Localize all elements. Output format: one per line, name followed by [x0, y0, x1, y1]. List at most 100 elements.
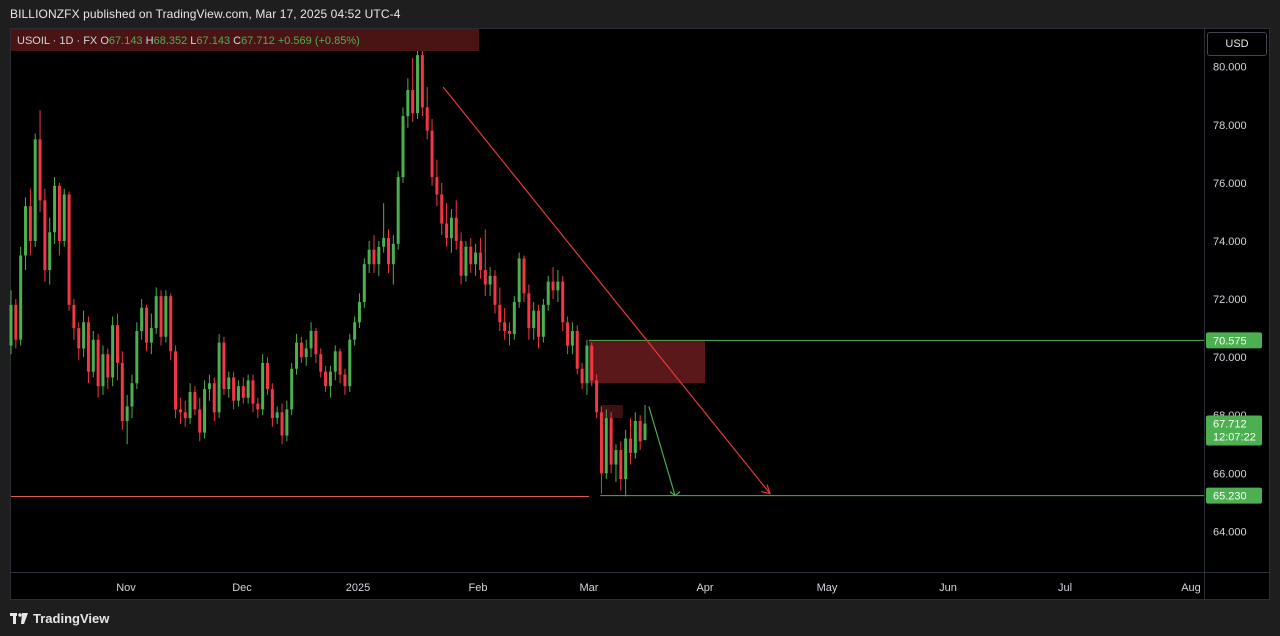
candle-body [19, 255, 23, 340]
candle-body [580, 368, 584, 384]
resistance-price-tag: 70.575 [1206, 332, 1262, 349]
y-tick-label: 80.000 [1213, 62, 1247, 74]
candle-body [445, 223, 449, 239]
projection-arrow-head [669, 491, 681, 497]
candle-body [67, 194, 71, 305]
candle-body [507, 330, 511, 334]
candle-body [324, 371, 328, 387]
candle-body [464, 246, 468, 276]
candle-body [183, 412, 187, 419]
chart-frame[interactable] [10, 28, 1270, 600]
candle-body [149, 328, 153, 343]
candle-body [198, 409, 202, 433]
candle-body [643, 423, 647, 441]
publisher-bar: BILLIONZFX published on TradingView.com,… [0, 0, 1280, 28]
candle-body [111, 325, 115, 378]
currency-button[interactable]: USD [1207, 32, 1267, 56]
candle-body [440, 194, 444, 224]
candle-body [72, 304, 76, 329]
candle-body [372, 249, 376, 265]
candle-body [232, 377, 236, 401]
current-price-tag-text: 12:07:22 [1213, 432, 1256, 444]
candle-body [178, 409, 182, 413]
candle-body [333, 351, 337, 372]
candle-body [38, 139, 42, 201]
candle-body [527, 293, 531, 329]
candle-body [246, 380, 250, 398]
legend-symbol[interactable]: USOIL · 1D · FX [17, 35, 98, 47]
axis-layer: 80.00078.00076.00074.00072.00070.00068.0… [11, 29, 1269, 599]
candle-body [459, 240, 463, 276]
footer [0, 600, 1280, 636]
candle-body [328, 371, 332, 387]
x-tick-label: Dec [232, 582, 252, 594]
tradingview-logo[interactable]: TradingView [10, 611, 109, 626]
legend-open: 67.143 [108, 35, 143, 47]
candle-body [86, 322, 90, 372]
candle-body [377, 246, 381, 265]
candle-body [628, 438, 632, 453]
candle-body [575, 330, 579, 369]
x-tick-label: Apr [696, 582, 713, 594]
candle-body [275, 412, 279, 419]
projection-arrow-line [648, 406, 676, 496]
candle-body [236, 386, 240, 401]
candle-body [517, 258, 521, 302]
candles-layer [9, 40, 647, 497]
candle-body [362, 264, 366, 302]
candle-body [590, 345, 594, 381]
candle-body [217, 342, 221, 413]
legend-close: 67.712 [241, 35, 275, 47]
legend-high-label: H [145, 35, 154, 47]
candle-body [115, 325, 119, 363]
candle-body [449, 217, 453, 239]
candle-body [401, 116, 405, 178]
candle-body [430, 130, 434, 178]
candle-body [435, 177, 439, 195]
supply-zone [589, 340, 705, 384]
candle-body [222, 342, 226, 390]
y-tick-label: 72.000 [1213, 294, 1247, 306]
candle-body [396, 177, 400, 244]
candle-body [638, 421, 642, 442]
candle-body [14, 304, 18, 340]
candle-body [304, 348, 308, 358]
candle-body [154, 296, 158, 329]
candle-body [9, 304, 13, 346]
candle-body [57, 185, 61, 241]
candle-body [164, 296, 168, 337]
candle-body [474, 252, 478, 265]
candle-body [130, 383, 134, 407]
y-tick-label: 64.000 [1213, 526, 1247, 538]
candle-body [290, 368, 294, 410]
candle-body [174, 351, 178, 410]
y-tick-label: 78.000 [1213, 120, 1247, 132]
candle-body [295, 342, 299, 369]
candle-body [609, 418, 613, 465]
candle-body [203, 389, 207, 433]
candle-body [353, 322, 357, 340]
legend-low-label: L [190, 35, 197, 47]
candle-body [604, 418, 608, 474]
candle-body [82, 322, 86, 349]
candle-body [357, 301, 361, 323]
candle-body [556, 281, 560, 291]
current-price-tag-text: 67.712 [1213, 419, 1247, 431]
legend-low: 67.143 [196, 35, 231, 47]
candle-body [309, 330, 313, 349]
candle-body [541, 304, 545, 337]
candle-body [207, 383, 211, 390]
candle-body [619, 450, 623, 480]
annotation-lines-layer [11, 86, 1204, 498]
candle-body [546, 281, 550, 305]
candle-body [585, 345, 589, 384]
candle-body [24, 206, 28, 256]
candle-body [241, 386, 245, 398]
candle-body [633, 421, 637, 453]
candle-body [566, 322, 570, 346]
candle-body [91, 339, 95, 372]
candle-body [285, 409, 289, 436]
candle-body [537, 310, 541, 337]
candle-body [48, 232, 52, 271]
